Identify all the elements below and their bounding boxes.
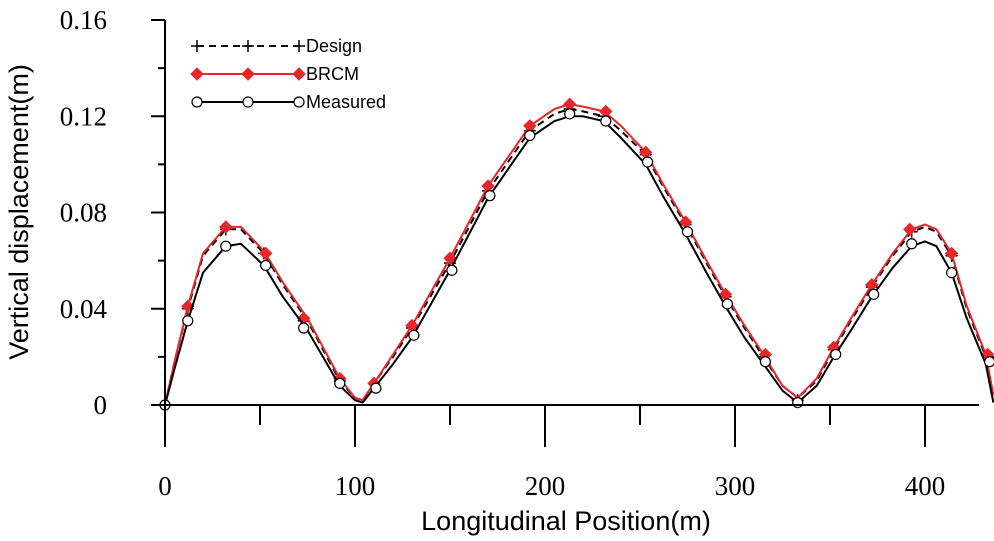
data-point-measured [759, 356, 772, 368]
data-point-measured [830, 348, 842, 361]
data-point-measured [906, 238, 918, 250]
data-point-measured [641, 156, 654, 168]
data-point-measured [524, 129, 536, 142]
data-point-brcm [443, 251, 457, 265]
data-point-measured [984, 356, 994, 368]
y-tick-label: 0.16 [60, 5, 107, 35]
legend-marker-design [242, 40, 254, 52]
x-tick-label: 400 [905, 471, 946, 501]
plot-lines [159, 97, 994, 411]
data-point-measured [260, 259, 272, 272]
legend-item-design: Design [191, 36, 362, 56]
x-tick-label: 300 [715, 471, 756, 501]
y-axis-title: Vertical displacement(m) [4, 64, 34, 360]
data-point-measured [564, 108, 576, 120]
x-axis-title: Longitudinal Position(m) [421, 506, 711, 536]
data-point-measured [182, 315, 194, 327]
data-point-measured [370, 382, 382, 394]
legend-marker-brcm [190, 67, 204, 81]
data-point-measured [298, 322, 310, 334]
series-line-measured [164, 115, 994, 406]
y-tick-label: 0.12 [60, 101, 107, 131]
data-point-measured [220, 240, 232, 252]
data-point-measured [792, 396, 804, 409]
legend-marker-measured [293, 96, 305, 108]
data-point-brcm [903, 222, 917, 237]
data-point-measured [446, 264, 458, 276]
legend-label-design: Design [306, 36, 362, 56]
y-tick-label: 0.08 [60, 198, 107, 228]
legend-marker-design [293, 40, 305, 52]
legend-marker-measured [191, 96, 203, 108]
legend-item-measured: Measured [191, 92, 386, 112]
legend-marker-brcm [292, 67, 306, 81]
data-point-measured [681, 226, 694, 238]
legend-marker-measured [242, 96, 254, 108]
legend-label-brcm: BRCM [306, 64, 359, 84]
axes: 0 0.04 0.08 0.12 0.16 0 100 200 300 400 [60, 5, 979, 501]
data-point-measured [484, 190, 496, 202]
data-point-measured [721, 298, 734, 310]
data-point-brcm [219, 220, 233, 234]
x-tick-label: 200 [525, 471, 566, 501]
x-tick-label: 0 [158, 471, 172, 501]
legend-label-measured: Measured [306, 92, 386, 112]
y-tick-label: 0 [94, 390, 108, 420]
data-point-measured [408, 329, 420, 341]
data-point-brcm [944, 246, 959, 261]
data-point-measured [334, 377, 346, 389]
series-line-design [164, 108, 994, 406]
series-line-brcm [164, 103, 994, 406]
legend: Design BRCM Measured [190, 36, 386, 112]
data-point-measured [945, 267, 958, 279]
legend-item-brcm: BRCM [190, 64, 359, 84]
data-point-measured [868, 288, 880, 300]
legend-marker-design [191, 40, 203, 52]
y-tick-label: 0.04 [60, 294, 108, 324]
data-point-brcm [258, 246, 273, 261]
data-point-measured [600, 115, 612, 127]
legend-marker-brcm [241, 67, 255, 81]
x-tick-label: 100 [335, 471, 376, 501]
